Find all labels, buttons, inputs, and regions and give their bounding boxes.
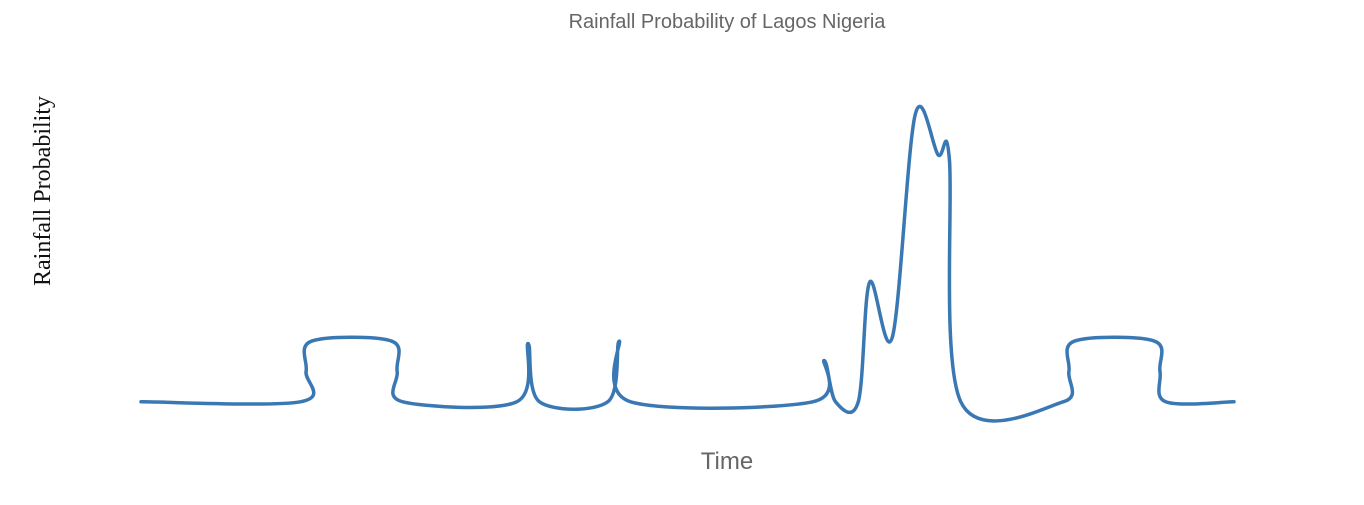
- x-axis-label: Time: [701, 448, 753, 475]
- chart-title: Rainfall Probability of Lagos Nigeria: [569, 11, 887, 33]
- rainfall-series-line: [139, 104, 1236, 423]
- y-axis-label: Rainfall Probability: [30, 96, 56, 286]
- plot-area: [139, 104, 1236, 423]
